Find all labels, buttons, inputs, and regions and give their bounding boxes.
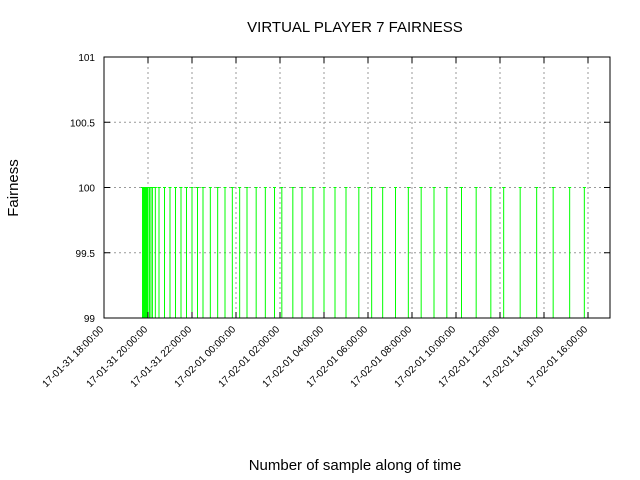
y-tick-label: 100.5 (70, 118, 95, 129)
bar (519, 187, 521, 318)
bar (154, 187, 156, 318)
bar (446, 187, 448, 318)
bar (146, 187, 148, 318)
bar (407, 187, 409, 318)
bar (197, 187, 198, 318)
bar (503, 187, 505, 318)
bar (151, 187, 153, 318)
bar (150, 187, 152, 318)
bar (358, 187, 360, 318)
bar (334, 187, 336, 318)
bar (274, 187, 275, 318)
bar (175, 187, 176, 318)
bar (147, 187, 149, 318)
bar (552, 187, 554, 318)
bar (433, 187, 435, 318)
bar (395, 187, 396, 318)
bar (191, 187, 193, 318)
bar (569, 187, 571, 318)
bar (420, 187, 422, 318)
bar (146, 187, 148, 318)
chart-title: VIRTUAL PLAYER 7 FAIRNESS (247, 19, 463, 36)
bar (323, 187, 325, 318)
bar (461, 187, 462, 318)
bar (382, 187, 384, 318)
y-tick-label: 100 (78, 184, 95, 195)
bar (312, 187, 314, 318)
bar (371, 187, 373, 318)
bar (255, 187, 257, 318)
x-axis-label: Number of sample along of time (249, 457, 462, 474)
bar (292, 187, 294, 318)
bar (202, 187, 204, 318)
bar (186, 187, 187, 318)
bar (246, 187, 248, 318)
bar (158, 187, 160, 318)
bar (169, 187, 171, 318)
bar (475, 187, 477, 318)
y-tick-label: 99.5 (76, 249, 96, 260)
y-tick-label: 99 (84, 314, 96, 325)
bar-series (141, 187, 586, 318)
bar (301, 187, 303, 318)
y-axis-ticks: 99 99.5 100 100.5 101 (70, 53, 610, 325)
bar (209, 187, 211, 318)
bar (536, 187, 538, 318)
bar (583, 187, 585, 318)
bar (148, 187, 150, 318)
y-tick-label: 101 (78, 53, 95, 64)
bar (239, 187, 241, 318)
bar (224, 187, 226, 318)
bar (164, 187, 165, 318)
bar (231, 187, 233, 318)
bar (490, 187, 492, 318)
y-axis-label: Fairness (5, 159, 22, 217)
bar (281, 187, 283, 318)
bar (180, 187, 182, 318)
bar (345, 187, 347, 318)
bar (264, 187, 266, 318)
bar (217, 187, 219, 318)
